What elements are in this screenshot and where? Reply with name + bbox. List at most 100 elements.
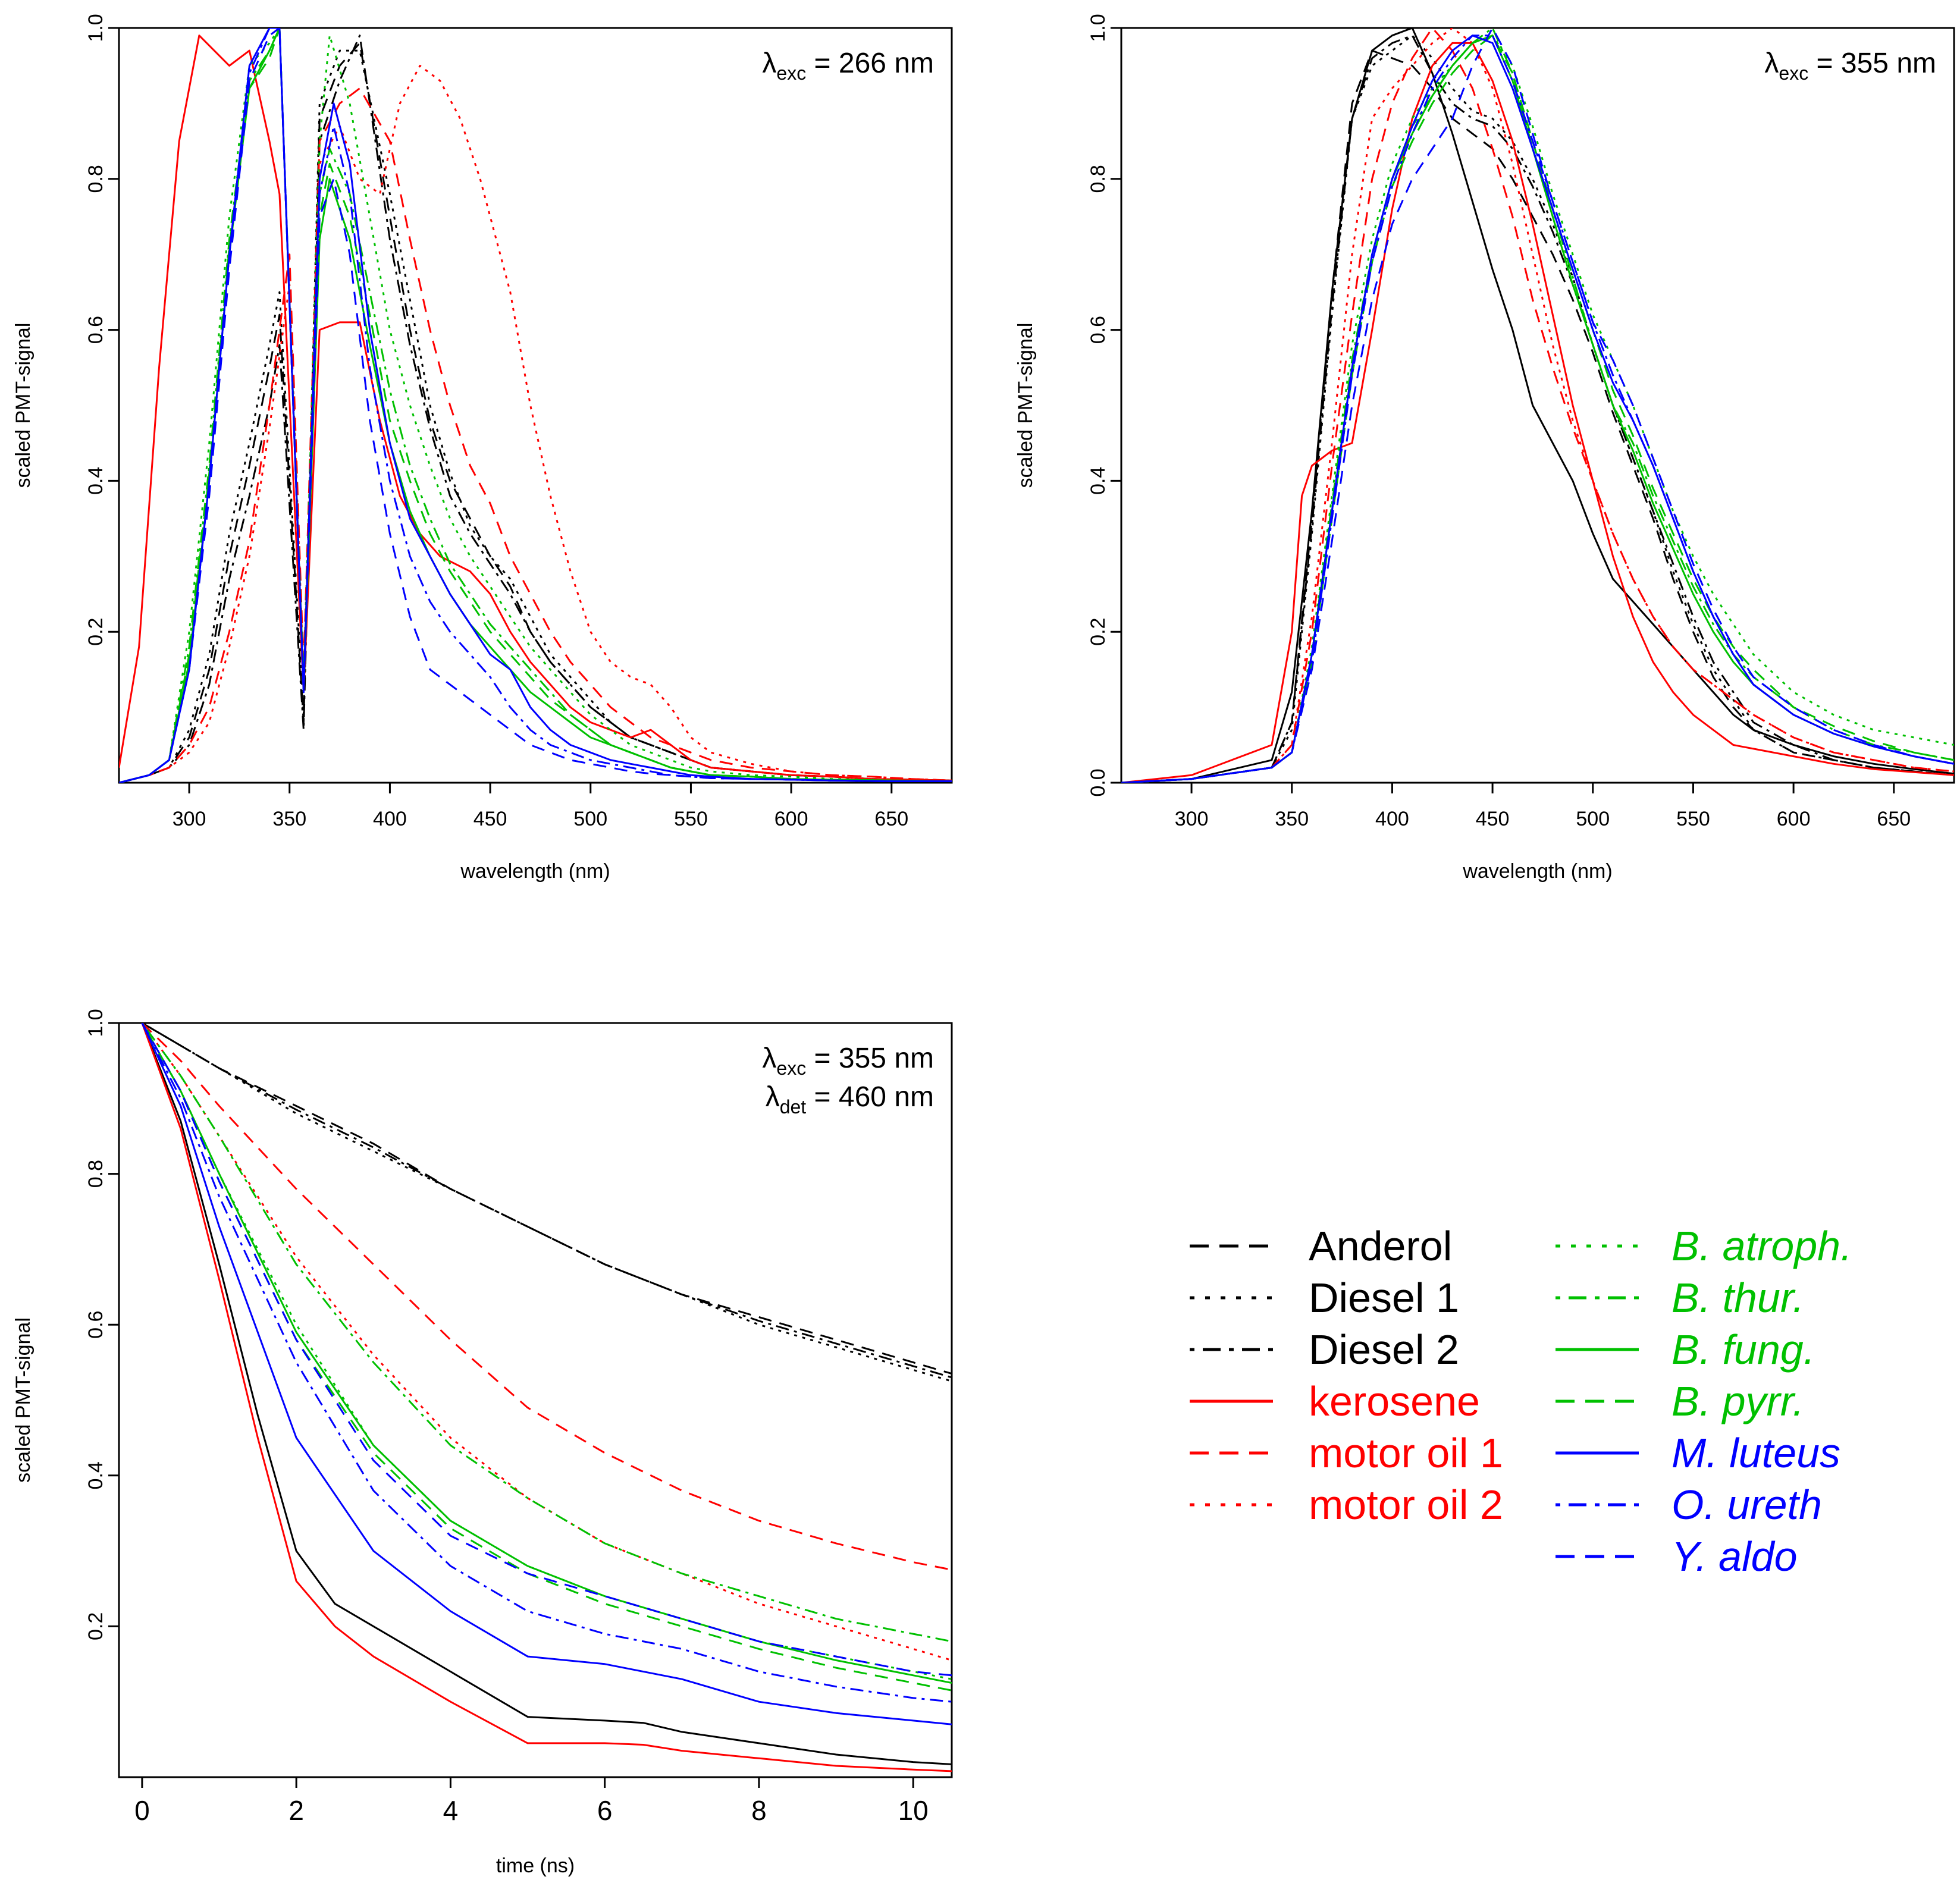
legend-label: Diesel 2 [1309,1326,1459,1373]
series-line-y-aldo [1121,28,1954,783]
series-line-b-fung- [119,28,952,783]
y-tick-label: 0.2 [1087,618,1109,646]
x-tick-label: 400 [1375,808,1409,830]
plot-frame [118,1022,953,1778]
y-tick-label: 0.4 [84,1461,107,1489]
x-tick-label: 550 [1676,808,1710,830]
series-line-motor-oil-2 [1121,28,1954,783]
y-axis-title: scaled PMT-signal [12,323,35,488]
series-line-m-luteus [141,1023,952,1725]
y-tick-label: 0.6 [84,316,107,344]
series-line-diesel-2 [119,34,952,783]
plot-frame [118,27,953,784]
y-tick-label: 0.2 [84,618,107,646]
series-line-b-thur- [141,1023,952,1643]
y-tick-label: 0.4 [1087,467,1109,495]
y-axis-title: scaled PMT-signal [12,1317,35,1483]
y-axis-title: scaled PMT-signal [1014,323,1037,488]
series-line-diesel-1 [1121,34,1954,783]
x-tick-label: 10 [898,1795,929,1826]
series-line-kerosene [119,34,952,782]
legend-label: Y. aldo [1672,1533,1798,1580]
legend-label: Anderol [1309,1223,1452,1269]
y-tick-label: 0.6 [84,1311,107,1339]
y-tick-label: 1.0 [84,1009,107,1037]
series-line-motor-oil-1 [119,87,952,783]
x-tick-label: 2 [288,1795,304,1826]
series-line-kerosene [1121,42,1954,783]
y-tick-label: 0.8 [84,1160,107,1188]
x-tick-label: 650 [1877,808,1911,830]
x-tick-label: 350 [1275,808,1309,830]
series-line-y-aldo [141,1023,952,1677]
series-line-anderol-black-solid [141,1023,952,1765]
y-tick-label: 0.8 [1087,165,1109,193]
series-line-motor-oil-1 [141,1023,952,1571]
series-line-motor-oil-2 [119,65,952,783]
legend-label: M. luteus [1672,1430,1840,1476]
x-tick-label: 550 [674,808,708,830]
series-group [1121,28,1954,783]
series-line-motor-oil-2 [141,1023,952,1661]
legend-label: motor oil 2 [1309,1482,1503,1528]
legend: Anderol Diesel 1 Diesel 2 kerosene motor oil… [1190,1223,1852,1580]
y-tick-label: 0.2 [84,1612,107,1640]
x-tick-label: 450 [1476,808,1510,830]
series-line-diesel-2 [142,1023,952,1379]
series-line-anderol [142,1023,952,1375]
series-line-diesel-1 [142,1023,952,1382]
y-tick-label: 0.0 [1087,768,1109,796]
series-group [119,28,952,783]
legend-label: B. pyrr. [1672,1378,1804,1424]
series-line-m-luteus [1121,34,1954,783]
x-tick-label: 400 [373,808,407,830]
y-tick-label: 0.6 [1087,316,1109,344]
x-tick-label: 350 [272,808,306,830]
x-tick-label: 8 [751,1795,767,1826]
legend-label: B. thur. [1672,1275,1804,1321]
series-line-motor-oil-1 [1121,28,1954,783]
chart-panel-3: 0 2 4 6 8 10 0.2 0.4 0.6 0.8 1.0 time (ns) scaled PM… [12,1009,953,1877]
y-tick-label: 0.4 [84,467,107,495]
x-tick-label: 450 [473,808,507,830]
legend-label: B. fung. [1672,1326,1815,1373]
series-line-diesel-1 [119,49,952,783]
x-axis-title: wavelength (nm) [460,860,610,883]
legend-label: O. ureth [1672,1482,1822,1528]
legend-label: motor oil 1 [1309,1430,1503,1476]
excitation-annotation: λexc = 266 nm [762,48,934,84]
legend-label: B. atroph. [1672,1223,1852,1269]
y-tick-label: 1.0 [84,14,107,42]
series-line-b-atroph- [1121,34,1954,783]
y-tick-label: 1.0 [1087,14,1109,42]
series-group [141,1023,952,1772]
x-tick-label: 6 [597,1795,613,1826]
series-line-o-ureth [119,28,952,783]
series-line-b-pyrr- [119,28,952,783]
series-line-diesel-2-black-solid [1121,28,1954,783]
series-line-b-pyrr- [141,1023,952,1692]
series-line-diesel-2 [1121,34,1954,783]
x-tick-label: 4 [443,1795,459,1826]
chart-panel-2: 300 350 400 450 500 550 600 650 0.0 0.2 0.4 0.6 0.8 1… [1014,14,1955,883]
series-line-b-fung- [1121,34,1954,783]
detection-annotation: λdet = 460 nm [766,1081,934,1118]
series-line-b-fung- [141,1023,952,1684]
x-tick-label: 650 [874,808,908,830]
series-line-o-ureth [1121,34,1954,783]
x-tick-label: 600 [774,808,808,830]
excitation-annotation: λexc = 355 nm [762,1043,934,1079]
x-tick-label: 300 [173,808,206,830]
series-line-anderol [119,42,952,783]
legend-label: Diesel 1 [1309,1275,1459,1321]
y-tick-label: 0.8 [84,165,107,193]
series-line-kerosene [141,1023,952,1772]
series-line-y-aldo [119,28,952,783]
x-axis-title: time (ns) [496,1854,575,1877]
series-line-o-ureth [141,1023,952,1703]
series-line-anderol [1121,49,1954,783]
excitation-annotation: λexc = 355 nm [1764,48,1936,84]
x-tick-label: 0 [134,1795,150,1826]
x-tick-label: 500 [1576,808,1610,830]
